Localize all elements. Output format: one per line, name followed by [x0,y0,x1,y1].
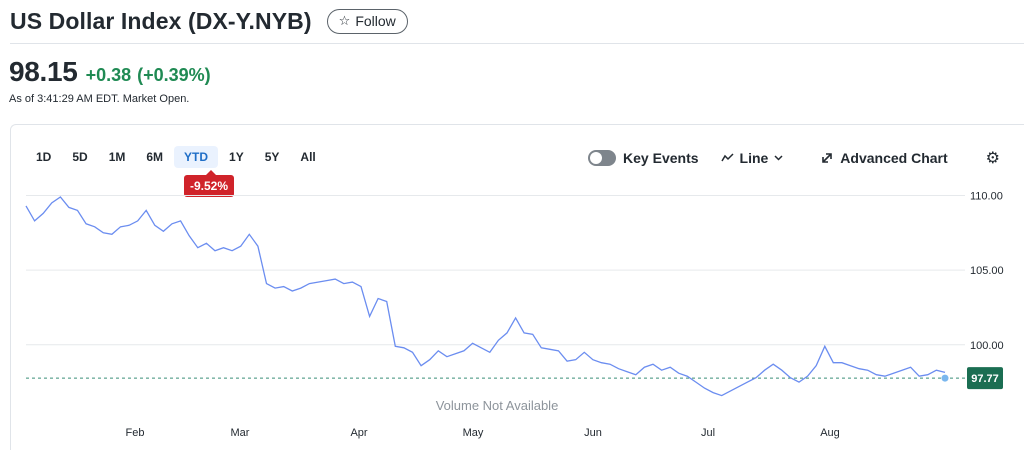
range-performance-badge: -9.52% [184,170,235,197]
x-tick-label: Jun [584,427,602,439]
divider [10,43,1024,44]
star-icon: ☆ [338,13,351,28]
line-chart-icon [720,153,734,162]
follow-label: Follow [355,13,396,29]
chart-type-dropdown[interactable]: Line [720,150,784,166]
range-5d[interactable]: 5D [72,150,88,164]
range-selector: 1D 5D 1M 6M YTD 1Y 5Y All [26,146,327,168]
advanced-chart-label: Advanced Chart [840,150,948,166]
toggle-switch[interactable] [588,150,617,166]
x-tick-label: Apr [350,427,367,439]
chart-type-label: Line [739,150,769,166]
x-tick-label: Aug [820,427,840,439]
current-price-label: 97.77 [971,373,999,385]
price-change: +0.38 [85,65,132,85]
price-change-percent: (+0.39%) [137,65,211,85]
range-ytd[interactable]: YTD [174,146,219,168]
price-line [25,196,946,397]
page-title: US Dollar Index (DX-Y.NYB) [10,7,312,34]
quote-header: US Dollar Index (DX-Y.NYB) ☆ Follow [10,6,408,36]
chevron-down-icon [774,155,783,161]
key-events-label: Key Events [623,150,699,166]
price-chart[interactable]: 110.00 105.00 100.00 97.77 Volume Not Avai… [0,180,1024,450]
x-tick-label: Mar [231,427,250,439]
range-1d[interactable]: 1D [36,150,52,164]
chart-controls: Key Events Line Advanced Chart ⚙ [588,146,1000,170]
x-tick-label: Jul [701,427,715,439]
range-all[interactable]: All [300,150,316,164]
range-6m[interactable]: 6M [146,150,164,164]
gear-icon[interactable]: ⚙ [985,150,1000,167]
key-events-toggle[interactable]: Key Events [588,150,699,166]
range-1y[interactable]: 1Y [229,150,244,164]
y-tick-label: 110.00 [970,190,1003,202]
range-1m[interactable]: 1M [108,150,126,164]
quote-price-row: 98.15 +0.38 (+0.39%) [9,56,211,88]
price: 98.15 [9,56,78,87]
advanced-chart-button[interactable]: Advanced Chart [821,150,948,166]
expand-icon [822,153,833,163]
x-tick-label: May [463,427,484,439]
y-tick-label: 105.00 [970,265,1004,277]
follow-button[interactable]: ☆ Follow [326,8,408,34]
current-point [941,374,949,382]
current-price-tag: 97.77 [967,367,1003,390]
chart-card [10,124,1024,450]
volume-not-available: Volume Not Available [436,398,559,413]
y-tick-label: 100.00 [970,340,1004,352]
market-status: As of 3:41:29 AM EDT. Market Open. [9,93,190,105]
range-5y[interactable]: 5Y [264,150,280,164]
x-tick-label: Feb [126,427,145,439]
